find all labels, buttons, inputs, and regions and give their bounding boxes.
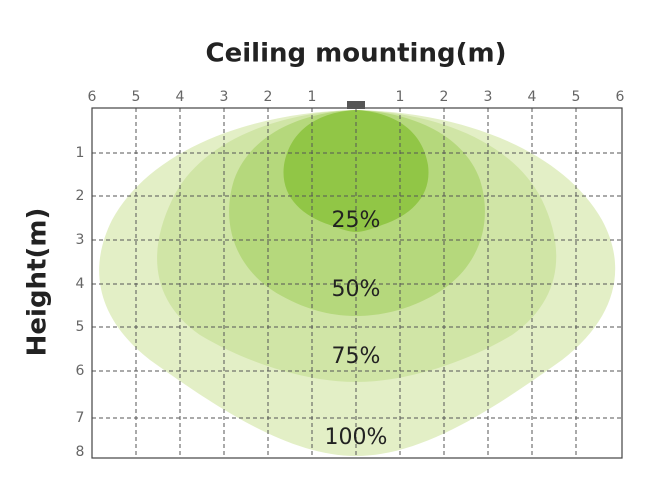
y-axis-label: Height(m)	[23, 208, 53, 357]
zone-label: 100%	[325, 425, 388, 450]
y-tick-label: 4	[76, 276, 85, 292]
x-tick-label: 4	[176, 89, 185, 105]
x-tick-label: 5	[572, 89, 581, 105]
sensor	[347, 101, 365, 109]
y-tick-label: 2	[76, 188, 85, 204]
x-tick-label: 3	[484, 89, 493, 105]
y-tick-label: 8	[76, 444, 85, 460]
x-tick-label: 3	[220, 89, 229, 105]
grid	[92, 108, 622, 458]
x-tick-label: 6	[88, 89, 97, 105]
x-tick-label: 4	[528, 89, 537, 105]
y-tick-label: 6	[76, 363, 85, 379]
title: Ceiling mounting(m)	[206, 39, 507, 69]
x-tick-label: 2	[440, 89, 449, 105]
y-tick-label: 3	[76, 232, 85, 248]
y-tick-label: 5	[76, 319, 85, 335]
zone-label: 25%	[332, 208, 381, 233]
x-tick-label: 2	[264, 89, 273, 105]
zone-label: 50%	[332, 277, 381, 302]
y-tick-label: 1	[76, 145, 85, 161]
y-tick-label: 7	[76, 410, 85, 426]
x-tick-label: 1	[396, 89, 405, 105]
x-tick-label: 5	[132, 89, 141, 105]
x-tick-label: 6	[616, 89, 625, 105]
zone-label: 75%	[332, 344, 381, 369]
x-tick-label: 1	[308, 89, 317, 105]
